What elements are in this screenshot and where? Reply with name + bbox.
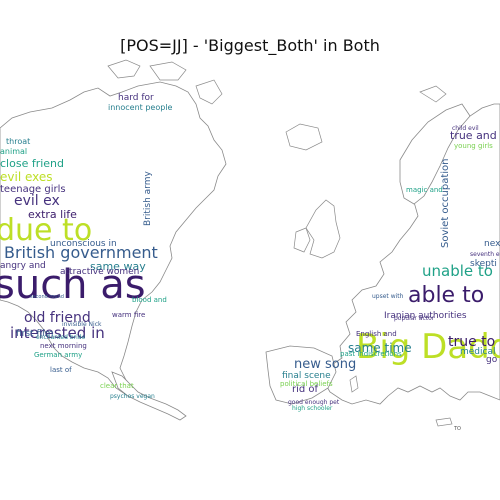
word-rid-of: rid of <box>292 384 319 395</box>
north-america-map <box>0 81 227 397</box>
word-hard-for: hard for <box>118 93 154 103</box>
word-true-to: true to <box>448 334 495 350</box>
word-past-indiscretions: past indiscretions <box>340 350 402 358</box>
word-throat: throat <box>6 137 30 146</box>
word-close-friend: close friend <box>0 157 64 170</box>
ireland-outline <box>293 227 311 253</box>
word-second-round: second round <box>30 294 64 300</box>
word-angry-and: angry and <box>0 261 46 271</box>
greenland-tip <box>195 79 223 105</box>
word-soviet-occupation: Soviet occupation <box>440 159 451 249</box>
word-upset-with: upset with <box>372 293 404 300</box>
word-seventh-evil: seventh evil <box>470 251 500 258</box>
word-teenage-girls: teenage girls <box>0 184 66 195</box>
crete-island <box>435 417 453 427</box>
word-popular-actor: popular actor <box>394 315 435 322</box>
iceland-outline <box>285 123 323 151</box>
word-innocent-people: innocent people <box>108 103 173 112</box>
scale-label: TO <box>453 426 461 432</box>
iberia-outline <box>265 345 337 405</box>
word-animal: animal <box>0 147 27 156</box>
word-able-to: able to <box>408 283 484 308</box>
word-same-time: same time <box>348 341 412 355</box>
word-invisible-nick: invisible Nick <box>62 321 102 328</box>
word-evil-ex: evil ex <box>14 193 60 209</box>
word-medical-go: go <box>486 355 498 365</box>
word-magic-and: magic and <box>406 186 443 194</box>
word-young-girls: young girls <box>454 142 493 150</box>
britain-outline <box>305 199 341 259</box>
word-high-schooler: high schooler <box>292 405 333 412</box>
hudson-island <box>107 59 141 79</box>
word-child-evil: child evil <box>452 125 479 132</box>
yucatan-outline <box>111 371 187 421</box>
word-good-enough-pet: good enough pet <box>288 399 340 406</box>
word-such-as: such as <box>0 262 146 308</box>
figure-title: [POS=JJ] - 'Biggest_Both' in Both <box>120 36 380 55</box>
word-skepti: skepti <box>470 259 497 269</box>
word-extra-life: extra life <box>28 208 77 221</box>
word-final-scene: final scene <box>282 371 331 381</box>
word-political-beliefs: political beliefs <box>280 380 333 388</box>
word-iranian-authorities: Iranian authorities <box>384 311 467 321</box>
word-due-to: due to <box>0 213 92 248</box>
word-enchanted-bride: enchanted bride <box>36 334 86 341</box>
word-medical: medical <box>460 347 495 357</box>
word-english-and: English and <box>356 330 397 338</box>
word-blood-and: blood and <box>132 296 167 304</box>
word-first-film: first film <box>16 329 53 339</box>
word-true-and: true and <box>450 129 497 142</box>
scandinavia-outline <box>399 103 471 205</box>
word-last-of: last of <box>50 366 72 374</box>
word-new-song: new song <box>294 357 356 372</box>
word-same-way: same way <box>90 260 146 273</box>
svalbard-island <box>419 85 447 103</box>
arctic-island <box>149 61 187 81</box>
word-evil-exes: evil exes <box>0 170 53 184</box>
word-next: next <box>484 239 500 249</box>
word-next-morning: next morning <box>40 342 87 350</box>
word-unconscious-in: unconscious in <box>50 239 117 249</box>
word-british-army: British army <box>143 171 153 226</box>
word-unable-to: unable to <box>422 262 493 280</box>
word-attractive-women: attractive women <box>60 267 139 277</box>
sardinia-island <box>349 375 359 393</box>
europe-wordcloud: Big Daddy able to unable to new song same ti… <box>280 125 500 412</box>
word-clear-that: clear that <box>100 382 134 390</box>
word-big-daddy: Big Daddy <box>356 327 500 367</box>
word-psychos-vegan: psychos vegan <box>110 393 155 400</box>
word-british-government: British government <box>4 243 158 262</box>
word-warm-fire: warm fire <box>112 311 145 319</box>
word-old-friend: old friend <box>24 310 91 326</box>
word-german-army: German army <box>34 351 82 359</box>
word-interested-in: interested in <box>10 324 105 342</box>
